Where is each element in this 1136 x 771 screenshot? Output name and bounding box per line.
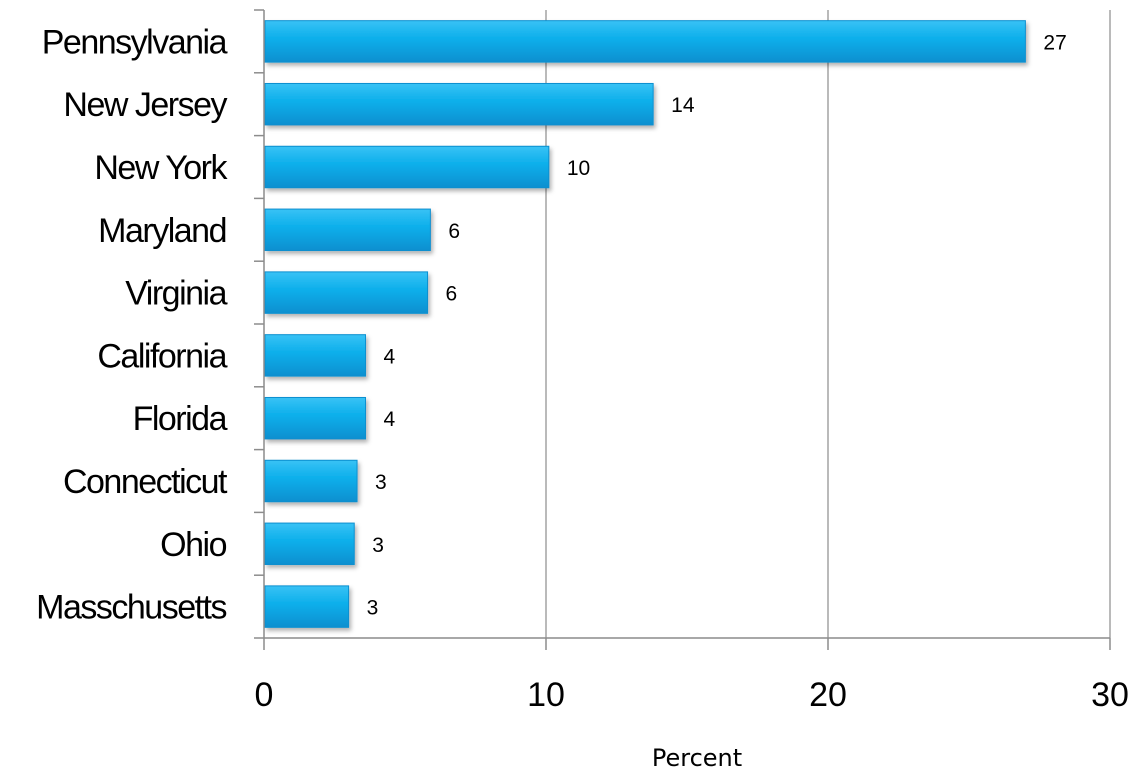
bars: [264, 20, 1026, 628]
data-label: 3: [372, 534, 384, 557]
category-label: Florida: [133, 400, 228, 438]
data-label: 10: [567, 157, 590, 180]
category-label: Connecticut: [63, 463, 228, 501]
bar-maryland: [264, 208, 431, 252]
data-label: 27: [1043, 31, 1066, 54]
category-label: Masschusetts: [36, 589, 226, 627]
bar-new-york: [264, 145, 550, 189]
bar-pennsylvania: [264, 20, 1026, 63]
data-label: 6: [446, 283, 458, 306]
bar-new-jersey: [264, 82, 654, 126]
category-label: Virginia: [125, 275, 227, 313]
data-label: 4: [384, 408, 396, 431]
bar-masschusetts: [264, 585, 350, 628]
axes: [254, 9, 1111, 650]
x-axis-title: Percent: [652, 744, 742, 771]
data-label: 14: [671, 94, 695, 117]
bar-california: [264, 334, 367, 377]
category-label: New York: [94, 149, 228, 187]
data-label: 3: [367, 597, 379, 620]
category-label: Pennsylvania: [42, 23, 228, 61]
bar-ohio: [264, 522, 355, 566]
x-tick-label: 20: [809, 676, 847, 714]
category-label: New Jersey: [63, 86, 227, 124]
bar-florida: [264, 396, 367, 440]
bar-virginia: [264, 271, 429, 314]
bar-connecticut: [264, 459, 358, 503]
category-label: Maryland: [98, 212, 226, 250]
x-tick-label: 10: [527, 676, 565, 714]
labels: 0 10 20 30 Pennsylvania 27 New Jersey 14 New Yor…: [36, 23, 1129, 714]
data-label: 6: [448, 220, 460, 243]
category-label: California: [97, 337, 227, 375]
data-label: 4: [384, 345, 396, 368]
x-tick-label: 0: [255, 676, 274, 714]
data-label: 3: [375, 471, 387, 494]
x-tick-label: 30: [1091, 676, 1129, 714]
category-label: Ohio: [160, 526, 226, 564]
